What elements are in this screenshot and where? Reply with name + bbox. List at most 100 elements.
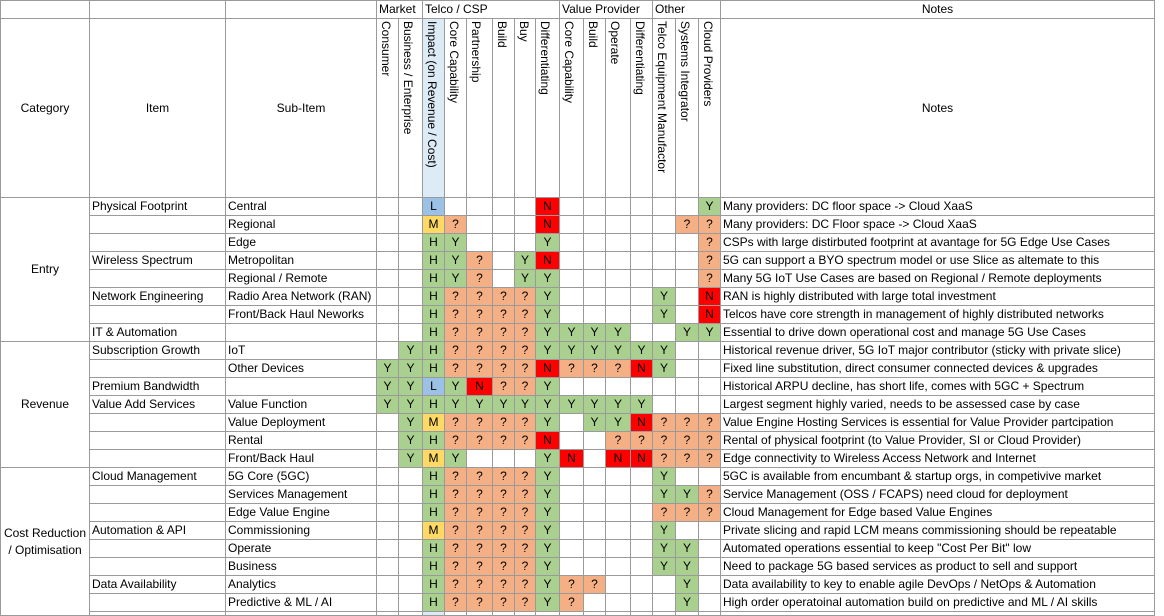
rating-cell: Y [652, 287, 676, 306]
rating-cell: ? [492, 431, 515, 450]
rating-cell [630, 485, 653, 504]
rating-cell: M [422, 449, 445, 468]
group-header: Other [652, 0, 721, 19]
table-row: Entry Physical Footprint Central L N Y Many pr… [0, 197, 1155, 342]
rating-cell [376, 575, 399, 594]
rating-cell [630, 467, 653, 486]
subitem-cell: Regional [225, 215, 377, 234]
blank-header-cell [225, 0, 377, 19]
rating-cell [583, 251, 606, 270]
rating-cell: ? [514, 539, 536, 558]
rating-cell: ? [675, 413, 699, 432]
rating-cell: ? [514, 287, 536, 306]
rating-cell [559, 485, 584, 504]
column-header-label: Core Capability [447, 21, 461, 104]
column-header: Impact (on Revenue / Cost) [422, 18, 445, 198]
rating-cell [398, 467, 423, 486]
rating-cell: Y [444, 269, 467, 288]
column-header-label: Partnership [469, 21, 483, 83]
table-row: Edge H Y Y? CSPs with large distirbuted foot… [1, 233, 1155, 252]
rating-cell: ? [514, 377, 536, 396]
item-cell [89, 305, 226, 324]
column-header-row: Category Item Sub-Item Consumer Business / E… [0, 18, 1155, 198]
rating-cell [698, 395, 721, 414]
rating-cell: ? [444, 593, 467, 612]
group-header: Value Provider [559, 0, 653, 19]
rating-cell: Y [652, 539, 676, 558]
rating-cell: ? [444, 341, 467, 360]
rating-cell: H [422, 287, 445, 306]
column-header: Build [583, 18, 606, 198]
rating-cell [675, 269, 699, 288]
note-cell: Private slicing and rapid LCM means comm… [720, 521, 1155, 540]
rating-cell: ? [444, 323, 467, 342]
rating-cell: ? [698, 251, 721, 270]
rating-cell [605, 539, 631, 558]
rating-cell: Y [652, 467, 676, 486]
rating-cell: ? [698, 503, 721, 522]
rating-cell: Y [492, 395, 515, 414]
rating-cell [698, 575, 721, 594]
rating-cell [630, 197, 653, 216]
rating-cell: N [535, 197, 560, 216]
subitem-cell: IoT [225, 341, 377, 360]
table-row: Automation & API Commissioning M???? Y Y Priv… [1, 521, 1155, 540]
rating-cell [559, 431, 584, 450]
subitem-cell: Edge [225, 233, 377, 252]
note-cell: Data availability to key to enable agile… [720, 575, 1155, 594]
rating-cell [514, 215, 536, 234]
rating-cell: H [422, 467, 445, 486]
rating-cell [559, 413, 584, 432]
rating-cell: ? [514, 593, 536, 612]
rating-cell: ? [698, 215, 721, 234]
rating-cell: ? [514, 341, 536, 360]
rating-cell: Y [675, 575, 699, 594]
column-header-label: Differentiating [633, 21, 647, 95]
rating-cell: M [422, 215, 445, 234]
rating-cell: Y [535, 575, 560, 594]
rating-cell: ? [466, 359, 493, 378]
rating-cell [652, 323, 676, 342]
table-row: Premium Bandwidth Y Y L Y N?? Y Historical ARPU… [1, 377, 1155, 396]
rating-cell [559, 377, 584, 396]
subitem-cell: Services Management [225, 485, 377, 504]
rating-cell: ? [698, 485, 721, 504]
rating-cell: ? [514, 413, 536, 432]
column-header: Differentiating [630, 18, 653, 198]
rating-cell: L [422, 377, 445, 396]
rating-cell: ? [466, 521, 493, 540]
rating-cell [559, 503, 584, 522]
rating-cell [675, 233, 699, 252]
subitem-cell: Commissioning [225, 521, 377, 540]
column-header-label: Operate [608, 21, 622, 65]
subitem-cell: Front/Back Haul [225, 449, 377, 468]
column-header-label: Impact (on Revenue / Cost) [425, 21, 439, 168]
rating-cell: ? [466, 575, 493, 594]
rating-cell: ? [466, 431, 493, 450]
rating-cell [698, 557, 721, 576]
rating-cell: H [422, 593, 445, 612]
rating-cell: ? [444, 503, 467, 522]
rating-cell [492, 215, 515, 234]
item-cell: Network Engineering [89, 287, 226, 306]
rating-cell [514, 449, 536, 468]
note-cell: Many providers: DC Floor space -> Cloud … [720, 215, 1155, 234]
rating-cell: Y [535, 593, 560, 612]
rating-cell [698, 467, 721, 486]
note-cell: Telcos have core strength in management … [720, 305, 1155, 324]
rating-cell: ? [652, 431, 676, 450]
rating-cell: Y [652, 359, 676, 378]
rating-cell: ? [492, 341, 515, 360]
rating-cell [630, 251, 653, 270]
rating-cell: H [422, 485, 445, 504]
rating-cell: Y [535, 269, 560, 288]
subitem-cell [225, 377, 377, 396]
column-header: Systems Integrator [675, 18, 699, 198]
rating-cell [559, 287, 584, 306]
rating-cell: ? [514, 467, 536, 486]
rating-cell [583, 593, 606, 612]
rating-cell: M [422, 413, 445, 432]
rating-cell: ? [466, 341, 493, 360]
rating-cell [376, 557, 399, 576]
